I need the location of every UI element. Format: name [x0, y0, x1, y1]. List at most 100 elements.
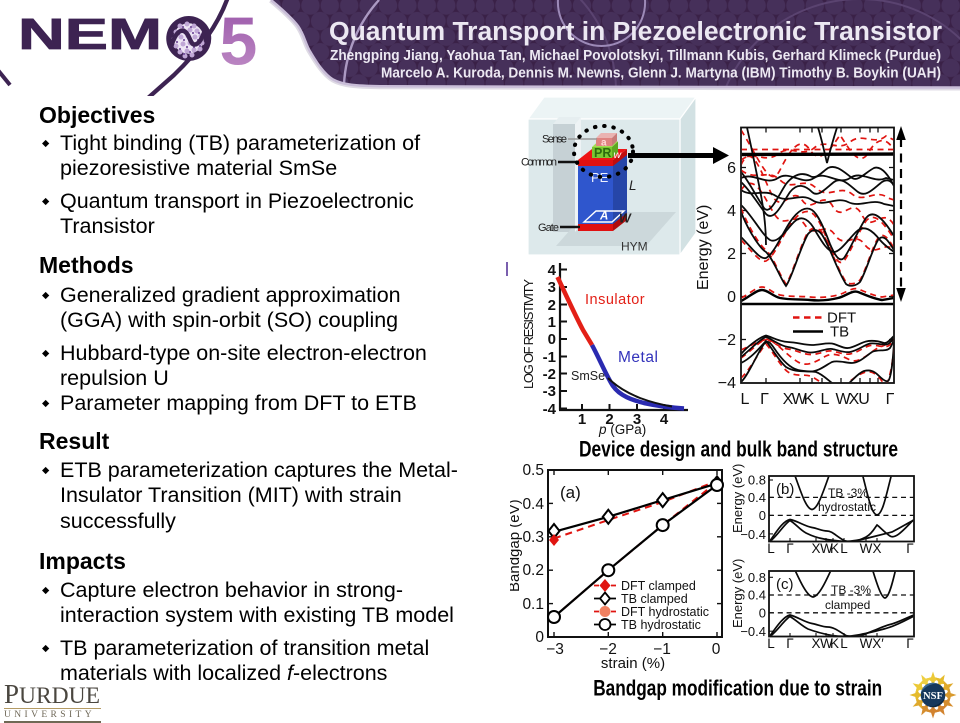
- svg-text:(a): (a): [560, 483, 581, 502]
- svg-text:W: W: [820, 636, 833, 651]
- svg-text:0.4: 0.4: [748, 588, 766, 603]
- svg-text:DFT clamped: DFT clamped: [621, 579, 696, 593]
- svg-text:w: w: [614, 149, 623, 161]
- svg-text:0.4: 0.4: [522, 496, 544, 513]
- svg-text:Γ: Γ: [906, 636, 914, 651]
- svg-text:0.3: 0.3: [522, 529, 544, 546]
- svg-text:4: 4: [548, 262, 557, 279]
- svg-text:Quantum Transport in Piezoelec: Quantum Transport in Piezoelectronic Tra…: [329, 18, 942, 46]
- svg-text:0: 0: [712, 641, 721, 658]
- svg-text:0: 0: [759, 605, 766, 620]
- svg-text:NEM: NEM: [18, 10, 162, 59]
- svg-text:Common: Common: [521, 157, 557, 169]
- svg-text:p (GPa): p (GPa): [598, 422, 646, 437]
- svg-text:−1: −1: [653, 641, 671, 658]
- svg-text:0: 0: [548, 331, 556, 348]
- svg-text:clamped: clamped: [825, 598, 870, 612]
- svg-text:−2: −2: [718, 332, 736, 349]
- svg-text:(b): (b): [776, 481, 794, 498]
- svg-text:PR: PR: [594, 146, 611, 160]
- svg-text:2: 2: [548, 297, 556, 314]
- svg-text:Energy (eV): Energy (eV): [730, 464, 745, 533]
- svg-text:6: 6: [727, 160, 736, 177]
- svg-text:K: K: [830, 541, 839, 556]
- svg-text:X′: X′: [872, 636, 884, 651]
- svg-text:−4: −4: [718, 375, 736, 392]
- svg-text:1: 1: [548, 314, 556, 331]
- svg-text:3: 3: [548, 279, 556, 296]
- svg-text:a: a: [601, 138, 607, 149]
- svg-text:hydrostatic: hydrostatic: [818, 500, 876, 514]
- svg-text:Marcelo A. Kuroda, Dennis M. N: Marcelo A. Kuroda, Dennis M. Newns, Glen…: [381, 65, 941, 82]
- svg-text:K: K: [830, 636, 839, 651]
- svg-text:Γ: Γ: [786, 636, 794, 651]
- svg-text:TB -3%: TB -3%: [831, 583, 871, 597]
- svg-text:Metal: Metal: [618, 349, 658, 366]
- svg-text:X: X: [872, 541, 881, 556]
- svg-text:Γ: Γ: [786, 541, 794, 556]
- svg-text:−0.4: −0.4: [740, 624, 766, 639]
- svg-text:1: 1: [578, 411, 586, 428]
- svg-text:TB hydrostatic: TB hydrostatic: [621, 618, 701, 632]
- svg-text:Sense: Sense: [542, 134, 567, 146]
- svg-text:2: 2: [605, 411, 613, 428]
- svg-text:W: W: [791, 391, 807, 408]
- svg-text:L: L: [741, 391, 750, 408]
- svg-text:−3: −3: [546, 641, 564, 658]
- svg-text:Gate: Gate: [538, 222, 559, 234]
- svg-text:−0.4: −0.4: [740, 527, 766, 542]
- svg-text:DFT: DFT: [827, 310, 856, 327]
- svg-text:L: L: [840, 541, 848, 556]
- svg-text:TB -3%: TB -3%: [828, 486, 868, 500]
- svg-text:0.8: 0.8: [748, 473, 766, 488]
- svg-text:0.8: 0.8: [748, 570, 766, 585]
- svg-text:W: W: [619, 212, 632, 226]
- svg-text:3: 3: [633, 411, 641, 428]
- svg-text:4: 4: [660, 411, 669, 428]
- svg-text:HYM: HYM: [621, 240, 648, 254]
- svg-text:NSF: NSF: [923, 691, 943, 702]
- svg-text:−2: −2: [599, 641, 617, 658]
- svg-text:Γ: Γ: [906, 541, 914, 556]
- svg-text:U: U: [858, 391, 870, 408]
- svg-text:2: 2: [727, 246, 736, 263]
- svg-text:(c): (c): [776, 576, 794, 593]
- svg-text:4: 4: [727, 203, 736, 220]
- svg-text:0: 0: [759, 508, 766, 523]
- svg-text:A: A: [599, 211, 608, 223]
- svg-text:0.2: 0.2: [522, 562, 544, 579]
- svg-text:L: L: [840, 636, 848, 651]
- svg-text:X: X: [811, 636, 820, 651]
- svg-text:-2: -2: [543, 366, 556, 383]
- svg-text:0.4: 0.4: [748, 490, 766, 505]
- svg-text:L: L: [767, 636, 775, 651]
- svg-text:X: X: [783, 391, 794, 408]
- svg-text:SmSe: SmSe: [571, 369, 605, 383]
- svg-text:DFT hydrostatic: DFT hydrostatic: [621, 605, 709, 619]
- svg-text:TB clamped: TB clamped: [621, 592, 688, 606]
- svg-text:0: 0: [535, 629, 544, 646]
- svg-text:-4: -4: [543, 401, 557, 418]
- svg-text:L: L: [767, 541, 775, 556]
- svg-text:Device design and bulk band st: Device design and bulk band structure: [579, 437, 898, 462]
- svg-text:X: X: [811, 541, 820, 556]
- svg-text:L: L: [629, 178, 637, 193]
- svg-text:0: 0: [727, 289, 736, 306]
- svg-text:Γ: Γ: [886, 391, 895, 408]
- svg-text:0.5: 0.5: [522, 462, 544, 479]
- svg-text:L: L: [821, 391, 830, 408]
- svg-text:LOG OF RESISTIVITY: LOG OF RESISTIVITY: [521, 279, 536, 389]
- svg-text:Bandgap (eV): Bandgap (eV): [510, 499, 523, 592]
- svg-text:X: X: [849, 391, 860, 408]
- svg-text:Zhengping Jiang, Yaohua Tan,: Zhengping Jiang, Yaohua Tan, Michael Pov…: [330, 47, 941, 64]
- svg-text:5: 5: [220, 4, 258, 80]
- svg-text:0.1: 0.1: [522, 596, 544, 613]
- svg-text:K: K: [804, 391, 815, 408]
- svg-text:TB: TB: [830, 324, 849, 341]
- svg-text:W: W: [860, 541, 873, 556]
- svg-text:Γ: Γ: [760, 391, 769, 408]
- svg-text:W: W: [820, 541, 833, 556]
- svg-text:Energy (eV): Energy (eV): [695, 205, 712, 290]
- svg-text:-3: -3: [543, 383, 556, 400]
- svg-text:Energy (eV): Energy (eV): [730, 559, 745, 628]
